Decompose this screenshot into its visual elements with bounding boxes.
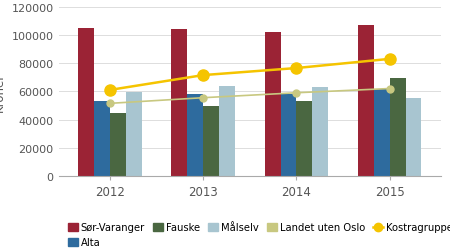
Bar [110, 113, 126, 176]
Bar [203, 107, 219, 176]
Bar [390, 79, 405, 176]
Bar [312, 88, 328, 176]
Bar [297, 101, 312, 176]
Bar [187, 94, 203, 176]
Bar [219, 86, 235, 176]
Bar [94, 102, 110, 176]
Bar [265, 33, 280, 176]
Bar [358, 26, 374, 176]
Bar [280, 94, 297, 176]
Y-axis label: Kroner: Kroner [0, 72, 6, 112]
Bar [374, 90, 390, 176]
Bar [78, 29, 94, 176]
Bar [171, 29, 187, 176]
Bar [405, 98, 421, 176]
Bar [126, 93, 142, 176]
Legend: Sør-Varanger, Alta, Fauske, Målselv, Landet uten Oslo, Kostragruppe 12: Sør-Varanger, Alta, Fauske, Målselv, Lan… [63, 218, 450, 251]
